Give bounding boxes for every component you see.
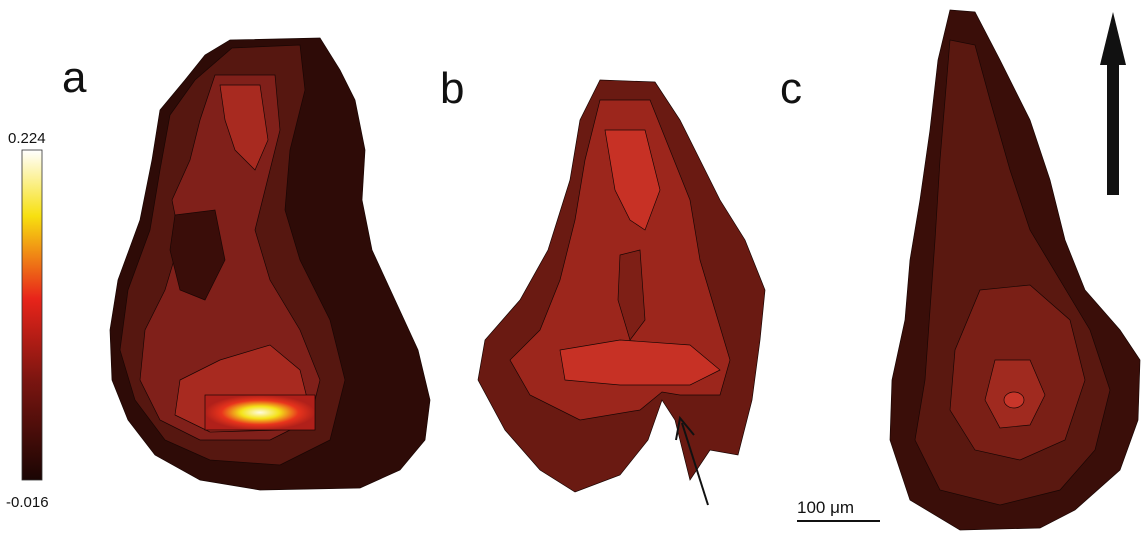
scale-bar-label: 100 μm [797, 498, 854, 517]
map-b [478, 80, 765, 492]
panel-label: b [440, 64, 464, 113]
map-c [890, 10, 1140, 530]
colorbar [22, 150, 42, 480]
figure: 0.224 -0.016 a b c 100 μm [0, 0, 1142, 537]
orientation-arrow [1100, 12, 1126, 195]
map-a [110, 38, 430, 490]
panel-label: c [780, 64, 802, 113]
colorbar-max-label: 0.224 [8, 130, 46, 147]
panel-label: a [62, 53, 87, 102]
colorbar-min-label: -0.016 [6, 494, 49, 511]
